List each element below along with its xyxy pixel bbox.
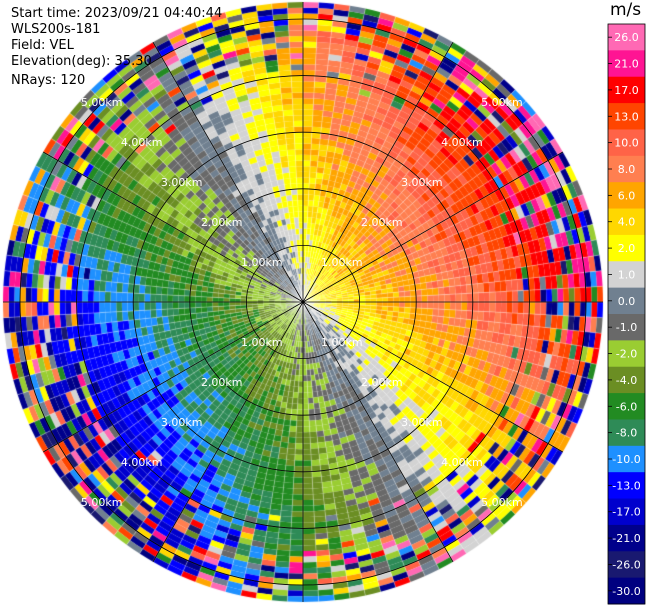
azimuth-spoke-210 [152, 301, 304, 563]
colorbar-segment [608, 524, 645, 552]
colorbar-tick-label: 17.0 [614, 84, 639, 97]
colorbar-segment [608, 551, 645, 579]
range-ring-label: 3.00km [161, 416, 203, 429]
colorbar-tick-label: 10.0 [614, 137, 639, 150]
colorbar-frame [607, 23, 646, 605]
azimuth-spoke-150 [302, 301, 454, 563]
azimuth-spoke-120 [302, 301, 564, 453]
colorbar-tick-label: 4.0 [618, 216, 636, 229]
range-ring-label: 2.00km [361, 376, 403, 389]
colorbar-segment [608, 314, 645, 341]
colorbar-tick-label: 2.0 [618, 242, 636, 255]
colorbar-tick-label: 0.0 [618, 295, 636, 308]
colorbar-segment [608, 472, 645, 500]
azimuth-spoke-60 [302, 151, 564, 303]
range-ring-label: 1.00km [321, 256, 363, 269]
range-ring-label: 4.00km [441, 456, 483, 469]
colorbar-segment [608, 366, 645, 394]
colorbar-tick-label: 6.0 [618, 189, 636, 202]
range-ring-label: 5.00km [81, 96, 123, 109]
colorbar-segment [608, 129, 645, 157]
colorbar-segment [608, 445, 645, 473]
colorbar-segment [608, 208, 645, 236]
colorbar-tick-label: -2.0 [616, 348, 637, 361]
colorbar-segment [608, 577, 645, 605]
colorbar-segment [608, 261, 645, 289]
colorbar-segment [608, 419, 645, 447]
range-ring-label: 4.00km [441, 136, 483, 149]
range-ring-label: 2.00km [201, 216, 243, 229]
colorbar-segment [608, 234, 645, 262]
range-ring-label: 5.00km [481, 496, 523, 509]
colorbar-tick-label: 1.0 [618, 268, 636, 281]
colorbar-segment [608, 50, 645, 78]
range-ring-label: 3.00km [401, 416, 443, 429]
colorbar-segment [608, 24, 645, 51]
field-name: Field: VEL [11, 38, 74, 53]
start-time: Start time: 2023/09/21 04:40:44 [11, 6, 223, 21]
range-ring-label: 4.00km [121, 456, 163, 469]
range-ring-label: 1.00km [241, 336, 283, 349]
colorbar-segment [608, 76, 645, 104]
colorbar-tick-label: -6.0 [616, 400, 637, 413]
colorbar-segment [608, 155, 645, 183]
colorbar-tick-label: 13.0 [614, 110, 639, 123]
colorbar-tick-label: -13.0 [612, 479, 640, 492]
colorbar-tick-label: 21.0 [614, 58, 639, 71]
azimuth-spoke-30 [302, 41, 454, 303]
colorbar-segment [608, 498, 645, 526]
nrays: NRays: 120 [11, 73, 86, 88]
colorbar-segment [608, 287, 645, 315]
colorbar-segment [608, 103, 645, 130]
colorbar-tick-label: -1.0 [616, 321, 637, 334]
colorbar-tick-label: -10.0 [612, 453, 640, 466]
azimuth-spoke-300 [42, 151, 304, 303]
colorbar-segment [608, 340, 645, 368]
range-ring-label: 2.00km [361, 216, 403, 229]
instrument-name: WLS200s-181 [11, 22, 101, 37]
colorbar-tick-label: 26.0 [614, 31, 639, 44]
range-ring-label: 1.00km [321, 336, 363, 349]
range-ring-label: 5.00km [481, 96, 523, 109]
range-ring-label: 3.00km [401, 176, 443, 189]
range-ring-label: 4.00km [121, 136, 163, 149]
header-info: Start time: 2023/09/21 04:40:44 WLS200s-… [11, 6, 222, 89]
azimuth-spoke-330 [152, 41, 304, 303]
colorbar-tick-label: -17.0 [612, 506, 640, 519]
colorbar-segment [608, 182, 645, 210]
range-ring-label: 2.00km [201, 376, 243, 389]
colorbar-tick-label: -30.0 [612, 585, 640, 598]
colorbar-units: m/s [610, 0, 642, 20]
colorbar-tick-label: -26.0 [612, 558, 640, 571]
range-ring-label: 5.00km [81, 496, 123, 509]
colorbar-tick-label: 8.0 [618, 163, 636, 176]
colorbar-tick-label: -4.0 [616, 374, 637, 387]
range-ring-label: 1.00km [241, 256, 283, 269]
azimuth-spoke-240 [42, 301, 304, 453]
elevation: Elevation(deg): 35.30 [11, 54, 152, 69]
range-ring-label: 3.00km [161, 176, 203, 189]
colorbar-tick-label: -8.0 [616, 427, 637, 440]
colorbar-tick-label: -21.0 [612, 532, 640, 545]
colorbar-segment [608, 393, 645, 420]
